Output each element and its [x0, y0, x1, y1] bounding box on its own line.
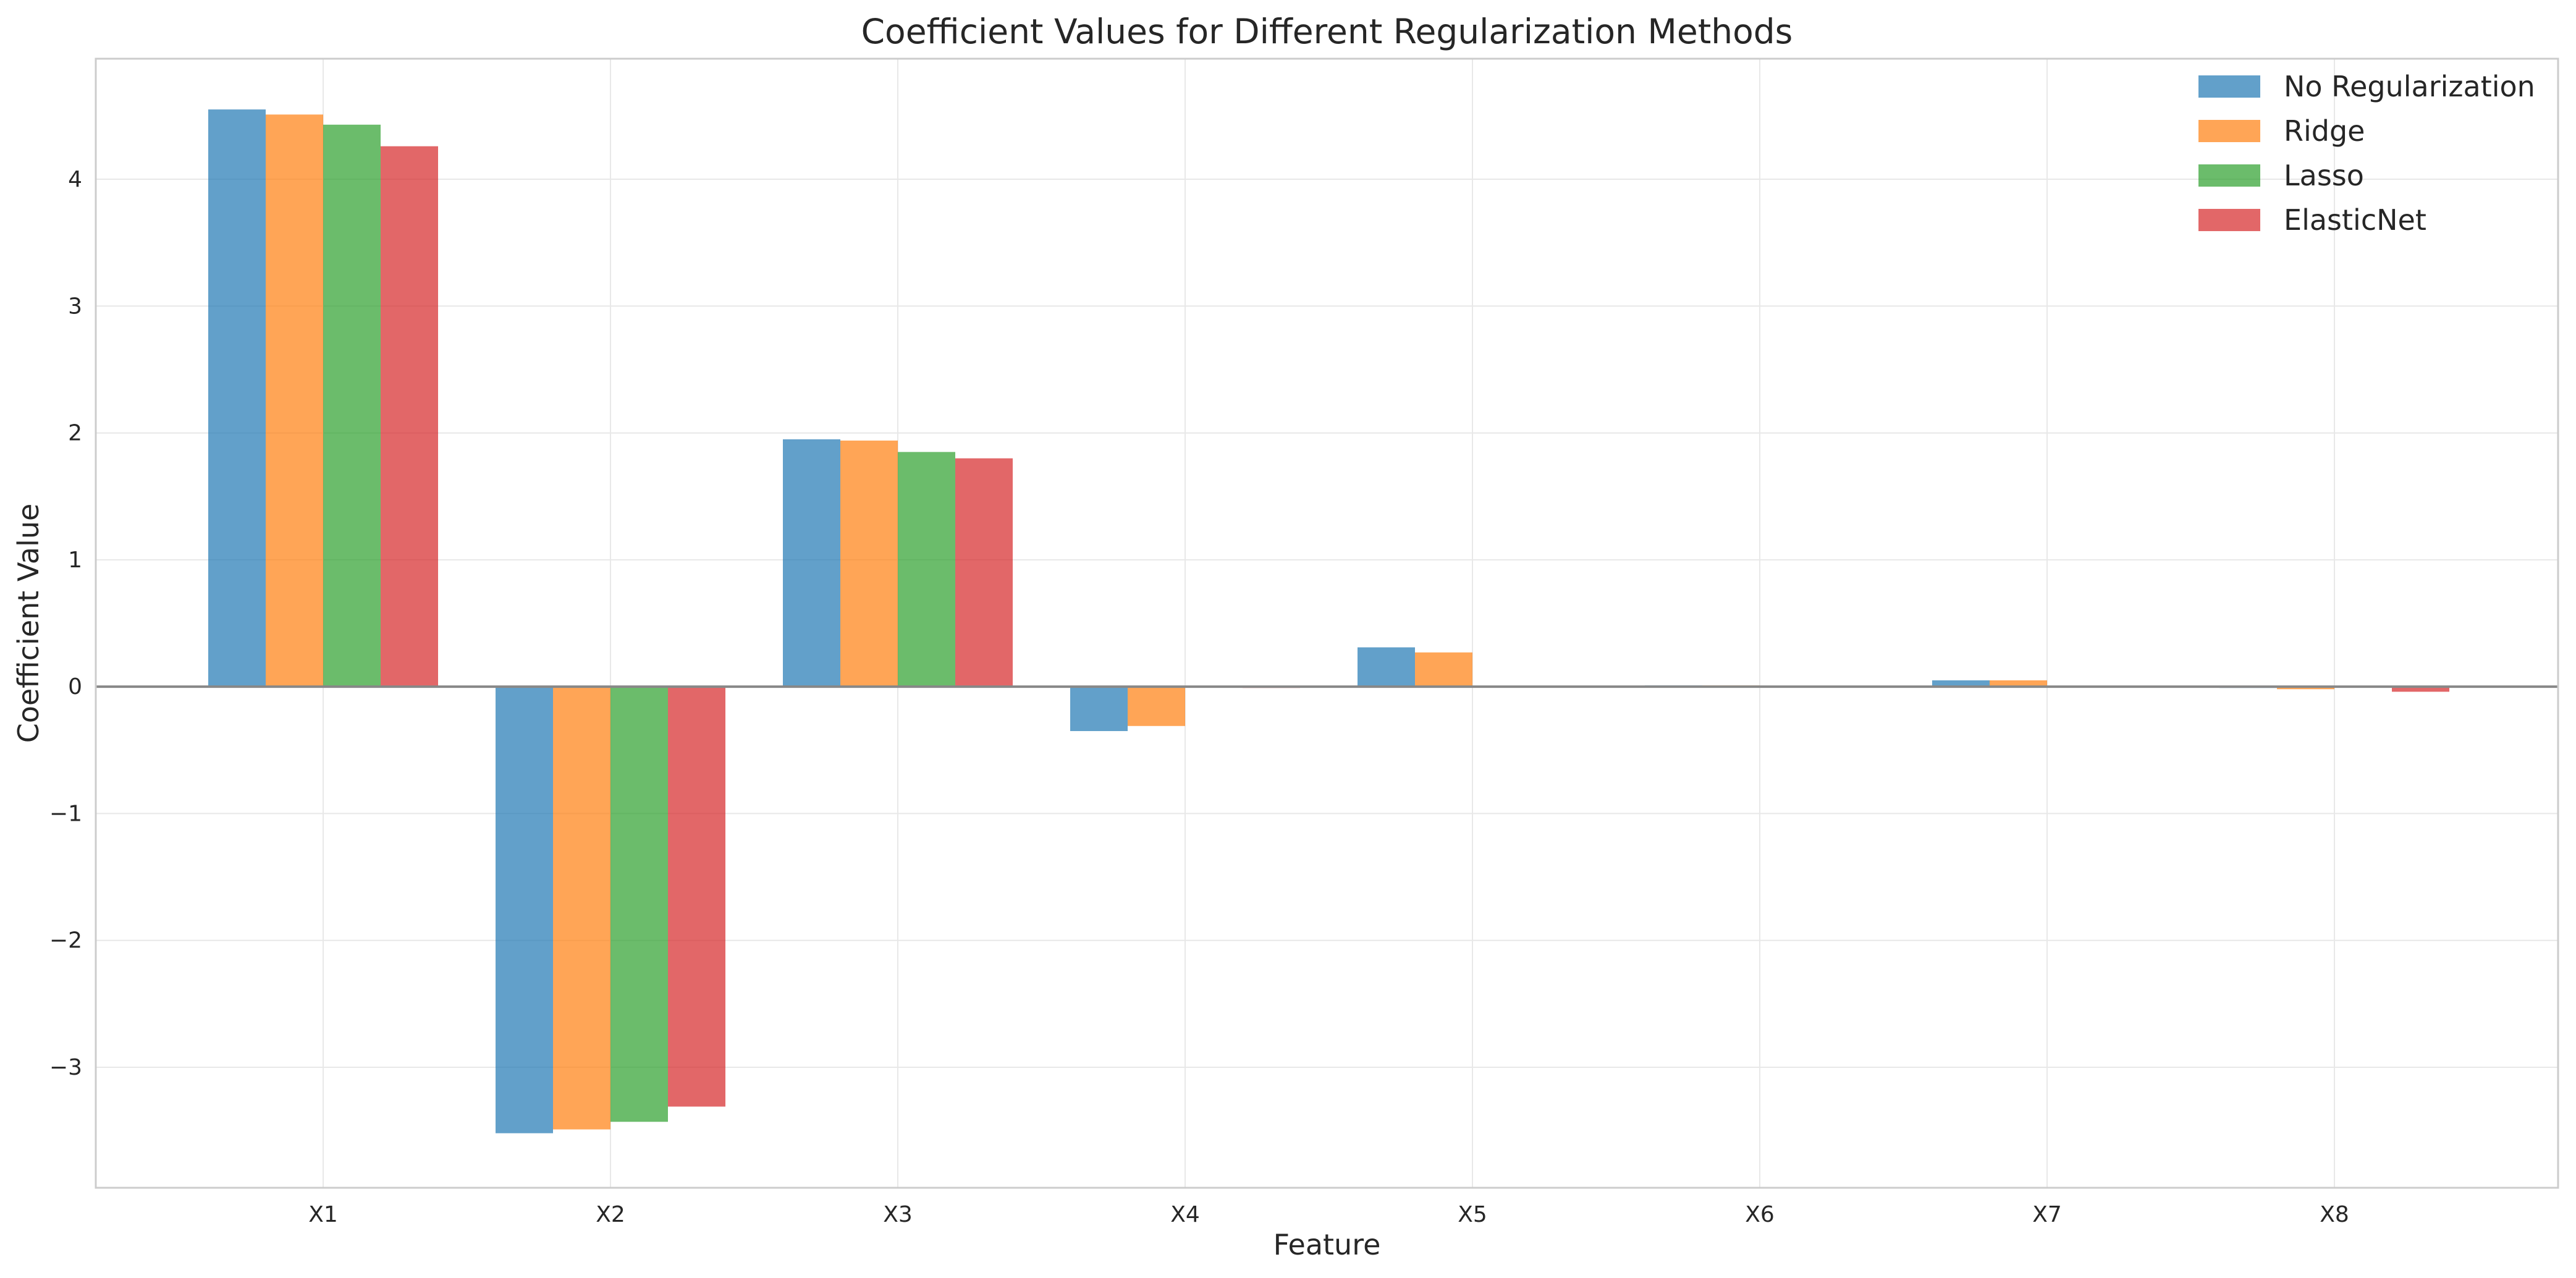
bar-ridge-x3 [840, 440, 898, 687]
legend-label-no-regularization: No Regularization [2284, 70, 2535, 103]
y-tick-label: 2 [68, 421, 82, 446]
bar-lasso-x1 [323, 124, 381, 687]
y-axis-title: Coefficient Value [12, 504, 45, 743]
x-tick-label: X8 [2320, 1202, 2349, 1227]
legend-label-ridge: Ridge [2284, 114, 2365, 148]
bar-ridge-x8 [2277, 687, 2334, 690]
bar-elasticnet-x3 [955, 458, 1013, 687]
bar-no-regularization-x7 [1932, 680, 1990, 687]
legend-label-lasso: Lasso [2284, 159, 2364, 192]
bar-ridge-x7 [1990, 680, 2047, 687]
y-tick-label: −1 [49, 801, 82, 826]
plot-frame [95, 57, 2559, 1189]
bar-no-regularization-x4 [1070, 687, 1128, 731]
bar-ridge-x4 [1128, 687, 1185, 726]
y-tick-label: 0 [68, 674, 82, 700]
bar-no-regularization-x2 [496, 687, 553, 1133]
legend-swatch-elasticnet [2198, 209, 2260, 231]
y-tick-label: 1 [68, 548, 82, 573]
bar-ridge-x1 [266, 114, 323, 687]
x-tick-label: X7 [2032, 1202, 2062, 1227]
chart-title: Coefficient Values for Different Regular… [861, 12, 1793, 51]
y-axis-ticks: −3 −2 −1 0 1 2 3 4 [49, 167, 82, 1080]
x-tick-label: X2 [596, 1202, 625, 1227]
x-tick-label: X1 [308, 1202, 338, 1227]
x-tick-label: X6 [1745, 1202, 1775, 1227]
y-tick-label: 3 [68, 294, 82, 319]
bars-layer [208, 109, 2449, 1133]
x-tick-label: X5 [1458, 1202, 1487, 1227]
legend-label-elasticnet: ElasticNet [2284, 203, 2426, 237]
bar-ridge-x5 [1415, 652, 1472, 687]
bar-lasso-x2 [610, 687, 668, 1122]
bar-elasticnet-x1 [381, 146, 438, 687]
legend-swatch-lasso [2198, 164, 2260, 187]
bar-no-regularization-x1 [208, 109, 266, 687]
y-tick-label: 4 [68, 167, 82, 192]
x-tick-label: X3 [883, 1202, 913, 1227]
bar-no-regularization-x5 [1358, 647, 1415, 687]
y-tick-label: −2 [49, 928, 82, 954]
legend: No Regularization Ridge Lasso ElasticNet [2198, 70, 2535, 237]
x-axis-ticks: X1 X2 X3 X4 X5 X6 X7 X8 [308, 1202, 2349, 1227]
x-axis-title: Feature [1273, 1228, 1381, 1261]
bar-no-regularization-x3 [783, 439, 840, 687]
legend-swatch-no-regularization [2198, 75, 2260, 98]
legend-swatch-ridge [2198, 120, 2260, 142]
grid-layer [96, 59, 2558, 1188]
bar-lasso-x3 [898, 452, 955, 687]
bar-ridge-x2 [553, 687, 610, 1130]
x-tick-label: X4 [1170, 1202, 1200, 1227]
bar-elasticnet-x2 [668, 687, 725, 1107]
bar-elasticnet-x8 [2392, 687, 2449, 692]
y-tick-label: −3 [49, 1055, 82, 1080]
